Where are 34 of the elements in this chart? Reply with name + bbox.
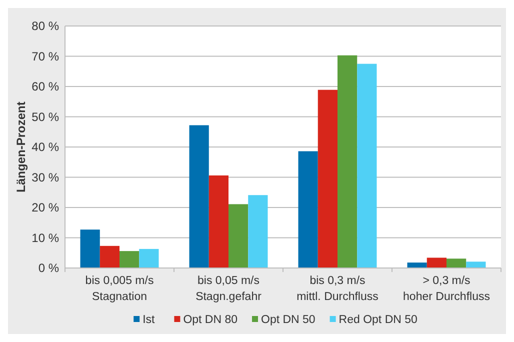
y-axis-title: Längen-Prozent xyxy=(14,102,28,192)
y-tick-label: 70 % xyxy=(32,49,60,64)
bar xyxy=(407,262,427,268)
bar xyxy=(318,90,338,268)
x-tick-label: bis 0,005 m/s Stagnation xyxy=(85,275,154,303)
y-tick-label: 80 % xyxy=(32,19,60,34)
y-tick-label: 30 % xyxy=(32,170,60,184)
x-tick-label: bis 0,05 m/s Stagn.gefahr xyxy=(196,275,262,303)
bar xyxy=(120,251,140,268)
y-tick-label: 40 % xyxy=(32,140,60,154)
y-tick-label: 50 % xyxy=(32,110,60,124)
legend-label: Ist xyxy=(142,314,156,326)
bar xyxy=(357,64,377,268)
bar xyxy=(208,175,228,268)
bar xyxy=(298,151,318,268)
y-tick-label: 20 % xyxy=(32,200,60,215)
bar xyxy=(139,248,159,268)
bar xyxy=(338,55,358,268)
legend-label: Opt DN 80 xyxy=(183,314,238,326)
y-tick-label: 10 % xyxy=(32,230,60,245)
bar xyxy=(189,125,209,268)
bar xyxy=(446,258,466,268)
bar xyxy=(228,204,248,268)
bar xyxy=(248,195,268,268)
x-tick-label: bis 0,3 m/s mittl. Durchfluss xyxy=(296,275,379,303)
y-tick-label: 0 % xyxy=(38,261,60,276)
bar xyxy=(80,230,100,268)
legend-label: Red Opt DN 50 xyxy=(338,314,418,326)
bar xyxy=(426,258,446,268)
y-tick-label: 60 % xyxy=(32,80,60,94)
legend-label: Opt DN 50 xyxy=(261,314,316,326)
bar xyxy=(100,246,120,268)
x-tick-label: > 0,3 m/s hoher Durchfluss xyxy=(403,275,490,303)
bar xyxy=(466,262,486,268)
